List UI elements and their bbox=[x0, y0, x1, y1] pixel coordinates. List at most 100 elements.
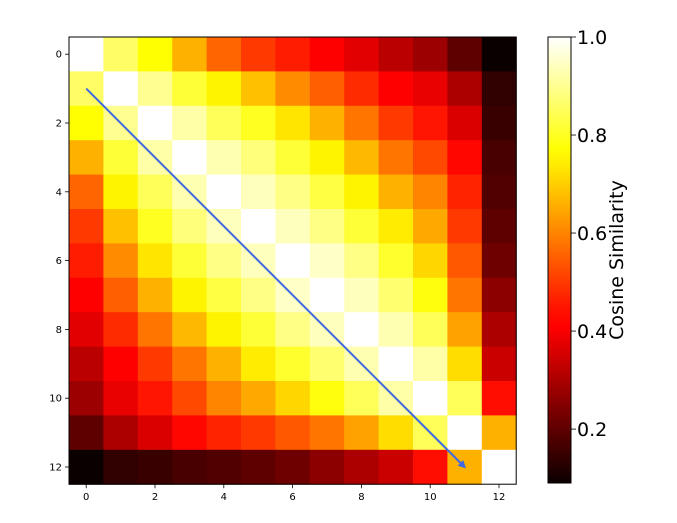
heatmap-cell bbox=[137, 381, 173, 416]
heatmap-cell bbox=[103, 415, 139, 451]
heatmap-cell bbox=[275, 415, 311, 451]
heatmap-cell bbox=[378, 37, 414, 72]
x-tick-label: 12 bbox=[493, 492, 506, 503]
heatmap-cell bbox=[69, 174, 104, 210]
heatmap-cell bbox=[378, 346, 414, 382]
heatmap-cell bbox=[206, 243, 242, 279]
colorbar-label: Cosine Similarity bbox=[606, 180, 628, 340]
heatmap-cell bbox=[206, 71, 242, 107]
heatmap-cell bbox=[103, 140, 139, 176]
heatmap-cell bbox=[172, 71, 208, 107]
heatmap-cell bbox=[309, 105, 345, 141]
heatmap-cell bbox=[206, 381, 242, 416]
heatmap-cell bbox=[481, 37, 517, 72]
colorbar-tick-label: 0.6 bbox=[577, 223, 607, 245]
heatmap-cell bbox=[447, 243, 483, 279]
heatmap-cell bbox=[275, 174, 311, 210]
colorbar-tick-label: 0.8 bbox=[577, 125, 607, 147]
heatmap-cell bbox=[241, 415, 276, 451]
heatmap-cell bbox=[241, 312, 276, 348]
heatmap-cell bbox=[481, 243, 517, 279]
heatmap-cell bbox=[206, 174, 242, 210]
heatmap-cell bbox=[137, 71, 173, 107]
x-tick-label: 8 bbox=[358, 492, 364, 503]
heatmap-cell bbox=[309, 449, 345, 485]
heatmap-cell bbox=[103, 243, 139, 279]
heatmap-cell bbox=[481, 71, 517, 107]
heatmap-cell bbox=[481, 209, 517, 244]
heatmap-cell bbox=[103, 312, 139, 348]
heatmap-cell bbox=[378, 71, 414, 107]
heatmap-cell bbox=[309, 277, 345, 313]
heatmap-cell bbox=[103, 71, 139, 107]
heatmap-cell bbox=[103, 174, 139, 210]
heatmap-cell bbox=[172, 312, 208, 348]
y-axis: 0 2 4 6 8 10 12 bbox=[49, 50, 69, 474]
heatmap-cell bbox=[481, 174, 517, 210]
heatmap-cell bbox=[413, 243, 448, 279]
heatmap-cell bbox=[275, 140, 311, 176]
heatmap-cell bbox=[413, 37, 448, 72]
heatmap-cell bbox=[206, 277, 242, 313]
colorbar-ticks: 0.2 0.4 0.6 0.8 1.0 bbox=[571, 27, 607, 441]
heatmap-cell bbox=[413, 449, 448, 485]
heatmap-cell bbox=[309, 243, 345, 279]
heatmap-cell bbox=[241, 449, 276, 485]
colorbar-tick-label: 0.2 bbox=[577, 419, 607, 441]
colorbar-tick-label: 1.0 bbox=[577, 27, 607, 49]
heatmap-cell bbox=[344, 277, 380, 313]
x-tick-label: 0 bbox=[83, 492, 89, 503]
heatmap-cell bbox=[275, 381, 311, 416]
heatmap-cell bbox=[241, 174, 276, 210]
heatmap-cell bbox=[172, 449, 208, 485]
heatmap-cell bbox=[447, 346, 483, 382]
heatmap-cell bbox=[69, 312, 104, 348]
heatmap-cell bbox=[69, 346, 104, 382]
heatmap-cell bbox=[69, 209, 104, 244]
heatmap-cell bbox=[344, 312, 380, 348]
heatmap-cell bbox=[309, 346, 345, 382]
heatmap-cell bbox=[378, 140, 414, 176]
y-tick-label: 12 bbox=[49, 463, 62, 474]
heatmap-cell bbox=[378, 174, 414, 210]
heatmap-cell bbox=[137, 449, 173, 485]
heatmap-cell bbox=[206, 140, 242, 176]
heatmap-cell bbox=[413, 277, 448, 313]
heatmap-cell bbox=[137, 243, 173, 279]
heatmap-cell bbox=[275, 346, 311, 382]
heatmap-cell bbox=[413, 209, 448, 244]
heatmap-cell bbox=[344, 105, 380, 141]
heatmap-cell bbox=[241, 37, 276, 72]
heatmap-cell bbox=[378, 415, 414, 451]
colorbar-tick-label: 0.4 bbox=[577, 321, 607, 343]
heatmap-cell bbox=[103, 381, 139, 416]
heatmap-cell bbox=[172, 37, 208, 72]
heatmap-cell bbox=[481, 415, 517, 451]
heatmap-cell bbox=[275, 105, 311, 141]
heatmap-cell bbox=[447, 415, 483, 451]
heatmap-cell bbox=[344, 140, 380, 176]
heatmap-cell bbox=[172, 277, 208, 313]
heatmap-cell bbox=[378, 243, 414, 279]
heatmap-cell bbox=[378, 277, 414, 313]
heatmap-cell bbox=[137, 37, 173, 72]
y-tick-label: 6 bbox=[56, 256, 62, 267]
heatmap-cell bbox=[137, 105, 173, 141]
heatmap-cell bbox=[275, 243, 311, 279]
heatmap-cell bbox=[413, 105, 448, 141]
heatmap-cell bbox=[172, 415, 208, 451]
y-tick-label: 4 bbox=[56, 187, 62, 198]
heatmap-cell bbox=[447, 105, 483, 141]
colorbar bbox=[547, 36, 572, 484]
heatmap-cell bbox=[309, 209, 345, 244]
y-tick-label: 10 bbox=[49, 394, 62, 405]
heatmap-cell bbox=[413, 381, 448, 416]
heatmap-cell bbox=[378, 312, 414, 348]
heatmap-cell bbox=[103, 277, 139, 313]
heatmap-cell bbox=[103, 209, 139, 244]
heatmap-cell bbox=[172, 243, 208, 279]
heatmap-cell bbox=[103, 37, 139, 72]
heatmap-cell bbox=[447, 312, 483, 348]
heatmap-cell bbox=[309, 381, 345, 416]
